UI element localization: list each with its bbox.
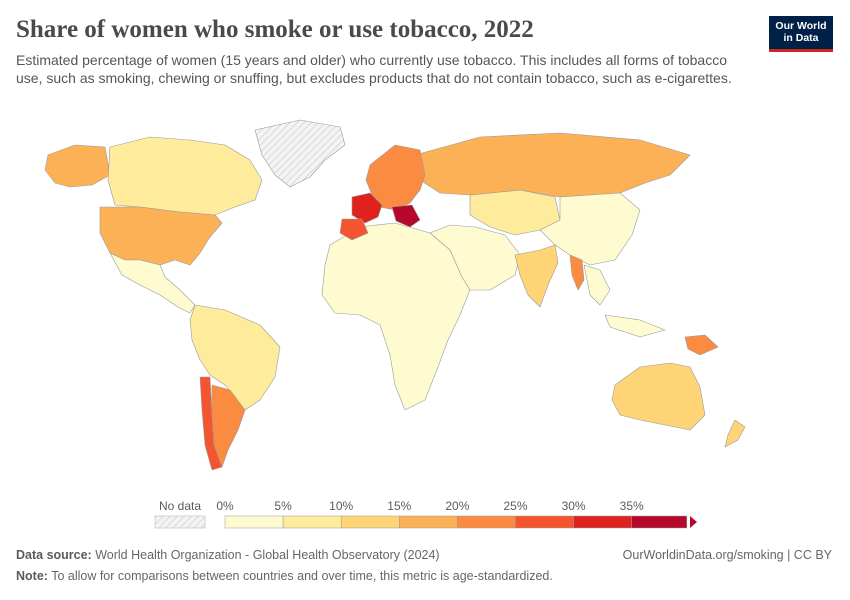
chart-title: Share of women who smoke or use tobacco,… [16,16,534,43]
region-western-europe[interactable] [365,144,426,211]
owid-logo[interactable]: Our World in Data [769,16,833,52]
world-map[interactable] [0,115,850,495]
source-label: Data source: [16,548,92,562]
legend-arrow [690,516,697,528]
legend-bin-label: 35% [620,499,644,513]
chart-subtitle: Estimated percentage of women (15 years … [16,52,732,86]
legend-bin-swatch[interactable] [340,515,400,529]
legend-bin-swatch[interactable] [573,515,632,529]
region-australia[interactable] [611,362,706,431]
region-russia[interactable] [414,132,691,198]
note-label: Note: [16,569,48,583]
region-middle-east[interactable] [429,224,521,291]
legend-bin-swatch[interactable] [631,515,688,529]
region-canada[interactable] [107,136,263,216]
region-new-zealand[interactable] [724,419,746,448]
legend-bin-label: 5% [274,499,292,513]
source-text[interactable]: World Health Organization - Global Healt… [95,548,440,562]
footer-url[interactable]: OurWorldinData.org/smoking | CC BY [622,548,832,562]
legend-bin-label: 10% [329,499,353,513]
region-myanmar[interactable] [569,254,585,291]
footer-note: Note: To allow for comparisons between c… [16,569,553,583]
region-spain[interactable] [339,218,369,241]
region-india[interactable] [514,244,559,308]
logo-line-1: Our World [775,20,827,32]
legend-bin-swatch[interactable] [399,515,458,529]
legend-bin-label: 0% [216,499,234,513]
legend-no-data-label: No data [159,499,201,513]
region-greenland[interactable] [254,119,346,188]
legend-bin-label: 30% [562,499,586,513]
legend-bin-label: 25% [503,499,527,513]
legend-bin-label: 15% [387,499,411,513]
region-africa[interactable] [321,222,471,411]
legend: No data 0% 5% 10% 15% 20% 25% 30% 35% [154,499,697,529]
region-alaska[interactable] [44,144,111,188]
region-china[interactable] [539,192,641,266]
region-france[interactable] [351,192,383,224]
legend-bin-swatch[interactable] [457,515,516,529]
legend-bin-swatch[interactable] [515,515,574,529]
region-argentina[interactable] [211,384,246,468]
region-southeast-asia[interactable] [583,264,666,338]
legend-bin-swatch[interactable] [224,515,284,529]
region-papua-new-guinea[interactable] [684,334,719,356]
logo-line-2: in Data [783,32,819,44]
footer-source: Data source: World Health Organization -… [16,548,440,562]
legend-bin-label: 20% [445,499,469,513]
note-text: To allow for comparisons between countri… [51,569,553,583]
legend-no-data-swatch [154,515,206,529]
region-balkans[interactable] [391,204,421,228]
legend-bin-swatch[interactable] [282,515,342,529]
region-usa[interactable] [99,206,223,266]
